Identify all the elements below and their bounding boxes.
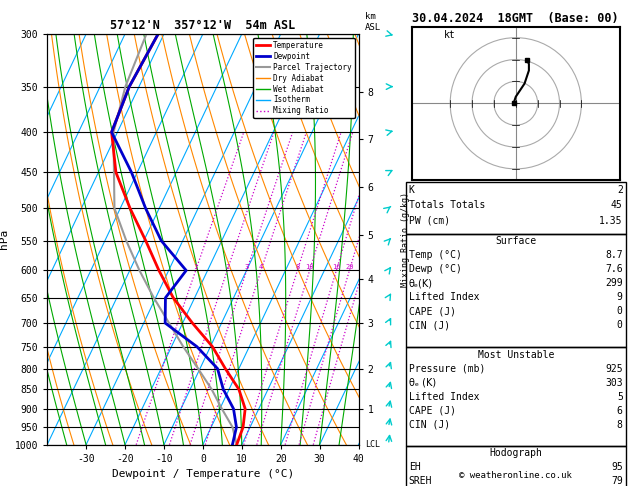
Legend: Temperature, Dewpoint, Parcel Trajectory, Dry Adiabat, Wet Adiabat, Isotherm, Mi: Temperature, Dewpoint, Parcel Trajectory… (253, 38, 355, 119)
Text: 30.04.2024  18GMT  (Base: 00): 30.04.2024 18GMT (Base: 00) (413, 12, 619, 25)
Text: 1.35: 1.35 (599, 216, 623, 226)
Text: Hodograph: Hodograph (489, 448, 542, 458)
Text: 9: 9 (617, 292, 623, 302)
Text: 6: 6 (617, 406, 623, 416)
Text: K: K (409, 185, 415, 195)
Text: 3: 3 (245, 264, 249, 270)
Text: 95: 95 (611, 462, 623, 472)
Text: Dewp (°C): Dewp (°C) (409, 264, 462, 274)
Text: CAPE (J): CAPE (J) (409, 306, 456, 316)
Text: 299: 299 (605, 278, 623, 288)
Text: Most Unstable: Most Unstable (477, 350, 554, 360)
Text: 7.6: 7.6 (605, 264, 623, 274)
X-axis label: Dewpoint / Temperature (°C): Dewpoint / Temperature (°C) (112, 469, 294, 479)
Text: θₑ (K): θₑ (K) (409, 378, 436, 388)
Text: Lifted Index: Lifted Index (409, 392, 479, 402)
Text: © weatheronline.co.uk: © weatheronline.co.uk (459, 471, 572, 480)
Text: CIN (J): CIN (J) (409, 420, 450, 430)
Text: LCL: LCL (365, 440, 380, 449)
Text: 45: 45 (611, 200, 623, 210)
Text: 8: 8 (295, 264, 299, 270)
Text: kt: kt (443, 30, 455, 40)
Text: CIN (J): CIN (J) (409, 320, 450, 330)
Text: SREH: SREH (409, 476, 432, 486)
Text: 0: 0 (617, 306, 623, 316)
Text: Totals Totals: Totals Totals (409, 200, 485, 210)
Text: Mixing Ratio (g/kg): Mixing Ratio (g/kg) (401, 192, 410, 287)
Text: Temp (°C): Temp (°C) (409, 250, 462, 260)
Text: PW (cm): PW (cm) (409, 216, 450, 226)
Text: 303: 303 (605, 378, 623, 388)
Text: km
ASL: km ASL (365, 12, 381, 32)
Text: 8.7: 8.7 (605, 250, 623, 260)
Text: 16: 16 (332, 264, 340, 270)
Text: 20: 20 (345, 264, 353, 270)
Text: 10: 10 (306, 264, 314, 270)
Text: 2: 2 (225, 264, 230, 270)
Text: Surface: Surface (495, 236, 537, 246)
Text: Lifted Index: Lifted Index (409, 292, 479, 302)
Text: 925: 925 (605, 364, 623, 374)
Text: 57°12'N  357°12'W  54m ASL: 57°12'N 357°12'W 54m ASL (110, 18, 296, 32)
Text: θₑ(K): θₑ(K) (409, 278, 433, 288)
Text: 2: 2 (617, 185, 623, 195)
Text: 0: 0 (617, 320, 623, 330)
Text: 5: 5 (617, 392, 623, 402)
Y-axis label: hPa: hPa (0, 229, 9, 249)
Text: EH: EH (409, 462, 421, 472)
Text: Pressure (mb): Pressure (mb) (409, 364, 485, 374)
Text: 8: 8 (617, 420, 623, 430)
Text: 1: 1 (194, 264, 198, 270)
Text: 79: 79 (611, 476, 623, 486)
Text: 4: 4 (259, 264, 263, 270)
Text: CAPE (J): CAPE (J) (409, 406, 456, 416)
